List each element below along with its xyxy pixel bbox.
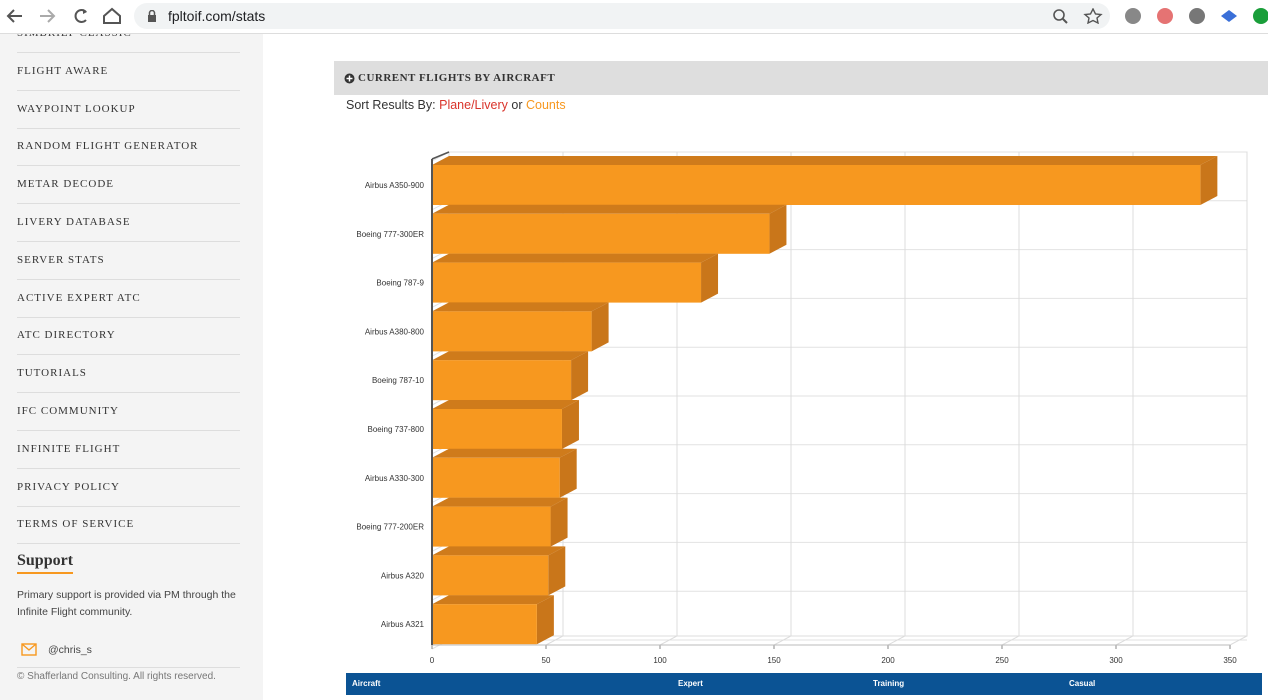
bar-top bbox=[432, 448, 577, 458]
bar bbox=[432, 165, 1201, 205]
bar bbox=[432, 555, 549, 596]
column-header: Aircraft bbox=[352, 679, 381, 688]
bar-side bbox=[769, 204, 787, 254]
bar-top bbox=[432, 497, 568, 507]
menu-item[interactable]: SIMBRIEF CLASSIC bbox=[17, 34, 240, 53]
y-tick-label: Airbus A330-300 bbox=[365, 474, 425, 483]
y-tick-label: Boeing 777-200ER bbox=[356, 523, 424, 532]
address-bar[interactable]: fpltoif.com/stats bbox=[134, 3, 1110, 29]
menu-item[interactable]: PRIVACY POLICY bbox=[17, 469, 240, 507]
y-tick-label: Boeing 787-10 bbox=[372, 376, 425, 385]
sort-option[interactable]: Counts bbox=[526, 98, 566, 112]
bar-side bbox=[561, 400, 579, 449]
browser-bar: fpltoif.com/stats bbox=[0, 0, 1268, 34]
column-header: Training bbox=[873, 679, 905, 688]
panel-title: CURRENT FLIGHTS BY AIRCRAFT bbox=[358, 72, 556, 84]
menu-item[interactable]: ACTIVE EXPERT ATC bbox=[17, 280, 240, 318]
grid-line bbox=[659, 152, 678, 646]
lock-icon bbox=[148, 10, 156, 22]
x-tick-label: 350 bbox=[1223, 656, 1237, 665]
contact[interactable]: @chris_s bbox=[48, 644, 92, 656]
column-header: Casual bbox=[1069, 679, 1096, 688]
menu-item[interactable]: ATC DIRECTORY bbox=[17, 317, 240, 356]
menu-item[interactable]: LIVERY DATABASE bbox=[17, 204, 240, 242]
panel-icon bbox=[344, 73, 355, 84]
table-header: Aircraft Expert Training Casual bbox=[346, 673, 1262, 695]
y-tick-label: Boeing 737-800 bbox=[368, 425, 425, 434]
menu-item[interactable]: INFINITE FLIGHT bbox=[17, 431, 240, 469]
bar bbox=[432, 506, 551, 547]
bar bbox=[432, 311, 592, 352]
bar-side bbox=[1200, 156, 1218, 205]
menu-item[interactable]: SERVER STATS bbox=[17, 242, 240, 280]
bar-side bbox=[571, 351, 589, 401]
sort-line: Sort Results By: Plane/Livery or Counts bbox=[346, 98, 566, 112]
y-tick-label: Boeing 777-300ER bbox=[356, 230, 424, 239]
sort-option[interactable]: Plane/Livery bbox=[439, 98, 508, 112]
nav-icons bbox=[6, 7, 121, 24]
footer: © Shafferland Consulting. All rights res… bbox=[17, 671, 216, 682]
bar-top bbox=[432, 400, 579, 409]
bar bbox=[432, 360, 572, 401]
x-tick-label: 0 bbox=[430, 656, 435, 665]
bar bbox=[432, 604, 537, 645]
x-tick-label: 100 bbox=[653, 656, 667, 665]
grid-line bbox=[1001, 152, 1020, 646]
support-text: Primary support is provided via PM throu… bbox=[17, 589, 236, 618]
url-text: fpltoif.com/stats bbox=[168, 8, 266, 24]
bar-side bbox=[536, 595, 554, 645]
bar-top bbox=[432, 546, 566, 556]
bar-top bbox=[432, 253, 719, 263]
menu-item[interactable]: TUTORIALS bbox=[17, 355, 240, 394]
grid-line bbox=[1115, 152, 1134, 646]
bar-side bbox=[559, 448, 577, 498]
bar-top bbox=[432, 351, 589, 361]
bar-side bbox=[701, 253, 719, 303]
sort-or: or bbox=[511, 98, 523, 112]
grid-line bbox=[1229, 152, 1248, 646]
bar-side bbox=[550, 497, 568, 547]
bar bbox=[432, 262, 702, 303]
bar-side bbox=[548, 546, 566, 596]
menu-item[interactable]: TERMS OF SERVICE bbox=[17, 506, 240, 545]
chart: 0 50 100 150 200 250 300 350 Airbus A350-900 Boei… bbox=[356, 151, 1248, 665]
mail-icon bbox=[21, 643, 37, 656]
bar bbox=[432, 457, 560, 498]
x-tick-label: 150 bbox=[767, 656, 781, 665]
bar-icons bbox=[1053, 8, 1103, 24]
column-header: Expert bbox=[678, 679, 703, 688]
grid-line bbox=[773, 152, 792, 646]
y-tick-label: Airbus A320 bbox=[381, 571, 425, 580]
bar-top bbox=[432, 156, 1218, 165]
y-tick-label: Airbus A350-900 bbox=[365, 181, 425, 190]
grid-line bbox=[887, 152, 906, 646]
bar-side bbox=[591, 302, 609, 352]
bar-top bbox=[432, 595, 554, 605]
y-axis-depth bbox=[431, 151, 450, 160]
bar-top bbox=[432, 302, 609, 312]
x-tick-label: 50 bbox=[542, 656, 551, 665]
y-tick-label: Airbus A321 bbox=[381, 620, 425, 629]
menu-item[interactable]: METAR DECODE bbox=[17, 166, 240, 205]
panel-header: CURRENT FLIGHTS BY AIRCRAFT bbox=[334, 61, 1268, 95]
bar bbox=[432, 213, 770, 254]
menu-item[interactable]: IFC COMMUNITY bbox=[17, 393, 240, 431]
contact-row: @chris_s bbox=[17, 634, 240, 668]
x-tick-label: 300 bbox=[1109, 656, 1123, 665]
bar bbox=[432, 409, 562, 449]
sort-label: Sort Results By: bbox=[346, 98, 436, 112]
menu-item[interactable]: RANDOM FLIGHT GENERATOR bbox=[17, 128, 240, 167]
x-tick-label: 200 bbox=[881, 656, 895, 665]
menu-item[interactable]: WAYPOINT LOOKUP bbox=[17, 91, 240, 129]
bar-top bbox=[432, 204, 787, 214]
menu-item[interactable]: FLIGHT AWARE bbox=[17, 53, 240, 91]
y-tick-label: Boeing 787-9 bbox=[376, 279, 424, 288]
x-tick-label: 250 bbox=[995, 656, 1009, 665]
support-title: Support bbox=[17, 552, 74, 574]
extension-icons bbox=[1125, 8, 1268, 24]
y-tick-label: Airbus A380-800 bbox=[365, 327, 425, 336]
